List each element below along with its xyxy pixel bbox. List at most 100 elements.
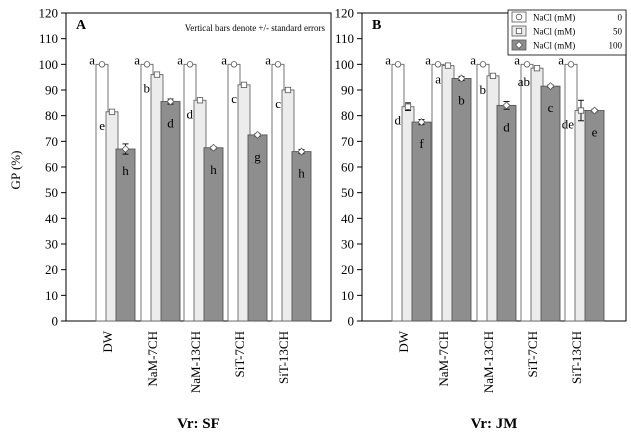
sig-letter-nacl-0: a: [134, 52, 140, 67]
marker-nacl-100: [209, 143, 218, 152]
marker-nacl-100: [590, 106, 599, 115]
marker-nacl-0: [567, 61, 575, 68]
marker-nacl-100: [546, 82, 555, 91]
bar-nacl-100: [540, 85, 561, 322]
marker-nacl-100: [121, 145, 130, 153]
marker-nacl-50: [577, 107, 585, 114]
category-label: NaM-7CH: [145, 331, 160, 387]
y-tick-label: 80: [341, 108, 354, 123]
marker-nacl-50: [240, 81, 248, 88]
marker-nacl-0: [479, 61, 487, 68]
marker-nacl-0: [143, 61, 151, 68]
category-label: DW: [100, 330, 115, 352]
bar-nacl-100: [411, 121, 432, 322]
x-axis-label: Vr: SF: [177, 416, 220, 432]
legend-label: NaCl (mM): [533, 13, 575, 23]
marker-nacl-0: [523, 61, 531, 68]
y-tick-label: 60: [45, 160, 58, 175]
sig-letter-nacl-100: f: [419, 136, 424, 151]
y-tick-label: 70: [45, 134, 58, 149]
sig-letter-nacl-0: a: [385, 52, 391, 67]
sig-letter-nacl-100: h: [298, 166, 305, 181]
marker-nacl-0: [230, 61, 238, 68]
marker-nacl-50: [533, 65, 541, 72]
marker-nacl-0: [434, 61, 442, 68]
sig-letter-nacl-0: a: [470, 52, 476, 67]
marker-nacl-50: [489, 72, 497, 79]
x-axis-label: Vr: JM: [471, 416, 518, 432]
note-standard-errors: Vertical bars denote +/- standard errors: [185, 23, 326, 33]
sig-letter-nacl-50: e: [99, 118, 105, 133]
sig-letter-nacl-50: c: [275, 96, 281, 111]
marker-nacl-50: [404, 103, 412, 110]
sig-letter-nacl-50: b: [144, 81, 151, 96]
y-tick-label: 110: [335, 31, 354, 46]
sig-letter-nacl-0: a: [221, 52, 227, 67]
y-tick-label: 30: [45, 237, 58, 252]
y-tick-label: 70: [341, 134, 354, 149]
legend: NaCl (mM) 0 NaCl (mM) 50 NaCl (mM) 100: [507, 9, 627, 56]
category-label: SiT-7CH: [525, 331, 540, 377]
y-tick-label: 60: [341, 160, 354, 175]
legend-value: 100: [609, 41, 623, 51]
y-tick-label: 10: [341, 288, 354, 303]
category-label: SiT-7CH: [232, 331, 247, 377]
category-label: NaM-13CH: [188, 331, 203, 393]
bar-nacl-100: [451, 77, 472, 322]
legend-value: 0: [618, 13, 623, 23]
legend-marker: [515, 41, 523, 49]
y-tick-label: 10: [45, 288, 58, 303]
marker-nacl-100: [297, 147, 306, 156]
legend-value: 50: [613, 27, 623, 37]
marker-nacl-100: [417, 118, 426, 127]
y-tick-label: 40: [341, 211, 354, 226]
panel-b: 0102030405060708090100110120BadfDWaabNaM…: [335, 6, 627, 432]
marker-nacl-0: [98, 61, 106, 68]
marker-nacl-0: [274, 61, 282, 68]
legend-box: [507, 9, 627, 56]
marker-nacl-0: [186, 61, 194, 68]
category-label: NaM-13CH: [481, 331, 496, 393]
legend-marker: [515, 27, 523, 35]
sig-letter-nacl-100: c: [548, 100, 554, 115]
marker-nacl-100: [502, 101, 511, 110]
y-tick-label: 0: [52, 314, 59, 329]
y-tick-label: 30: [341, 237, 354, 252]
y-tick-label: 20: [45, 262, 58, 277]
sig-letter-nacl-100: g: [254, 149, 261, 164]
category-label: NaM-7CH: [436, 331, 451, 387]
y-tick-label: 0: [348, 314, 355, 329]
y-tick-label: 120: [39, 6, 59, 21]
y-tick-label: 100: [39, 57, 59, 72]
y-tick-label: 50: [341, 185, 354, 200]
marker-nacl-50: [153, 71, 161, 78]
sig-letter-nacl-50: ab: [518, 74, 530, 89]
bar-nacl-100: [160, 101, 181, 322]
sig-letter-nacl-50: b: [480, 82, 487, 97]
sig-letter-nacl-100: e: [592, 125, 598, 140]
y-tick-label: 110: [39, 31, 58, 46]
category-label: DW: [396, 330, 411, 352]
y-axis-label: GP (%): [8, 151, 23, 190]
sig-letter-nacl-50: d: [187, 106, 194, 121]
marker-nacl-0: [394, 61, 402, 68]
sig-letter-nacl-0: a: [89, 52, 95, 67]
marker-nacl-50: [196, 97, 204, 104]
marker-nacl-50: [108, 108, 116, 115]
sig-letter-nacl-100: d: [503, 119, 510, 134]
sig-letter-nacl-50: a: [435, 72, 441, 87]
sig-letter-nacl-100: h: [122, 163, 129, 178]
sig-letter-nacl-0: a: [558, 52, 564, 67]
y-tick-label: 20: [341, 262, 354, 277]
legend-label: NaCl (mM): [533, 41, 575, 51]
bar-nacl-100: [496, 104, 517, 322]
legend-marker: [515, 13, 523, 21]
y-tick-label: 50: [45, 185, 58, 200]
panel-a: 0102030405060708090100110120AaehDWabdNaM…: [39, 6, 332, 432]
y-tick-label: 40: [45, 211, 58, 226]
sig-letter-nacl-100: b: [458, 92, 465, 107]
sig-letter-nacl-0: a: [514, 52, 520, 67]
marker-nacl-100: [253, 130, 262, 139]
sig-letter-nacl-0: a: [425, 52, 431, 67]
sig-letter-nacl-100: d: [167, 116, 174, 131]
